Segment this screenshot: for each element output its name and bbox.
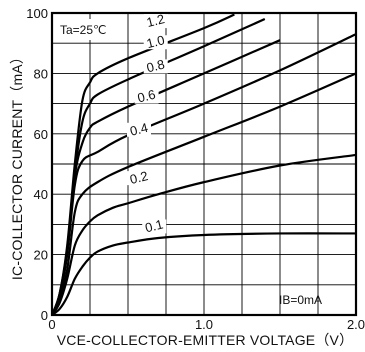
- y-tick-label: 80: [34, 66, 48, 81]
- y-tick-label: 40: [34, 187, 48, 202]
- x-tick-label: 1.0: [195, 317, 213, 332]
- y-tick-label: 0: [41, 308, 48, 323]
- curve-label-ib: 0.8: [145, 56, 166, 75]
- y-tick-labels: 0 20 40 60 80 100: [26, 6, 48, 323]
- curve-ib-1-2: [50, 13, 235, 316]
- curve-label-ib: 0.1: [143, 216, 164, 235]
- curve-label-ib: 0.6: [136, 87, 157, 106]
- y-tick-label: 100: [26, 6, 48, 21]
- y-axis-label: IC-COLLECTOR CURRENT（mA）: [9, 50, 25, 280]
- curve-ib-0-2: [51, 153, 357, 316]
- curve-label-ib: 1.2: [145, 11, 166, 30]
- curve-label-ib: 0.2: [128, 168, 149, 187]
- curve-label-bg: [142, 219, 167, 234]
- curve-label-bg: [143, 14, 168, 29]
- curve-label-ib: 0.4: [128, 120, 149, 139]
- x-axis-label: VCE-COLLECTOR-EMITTER VOLTAGE（V）: [57, 332, 354, 348]
- curve-label-bg: [127, 171, 151, 186]
- curve-label-bg: [143, 35, 168, 50]
- curve-labels: 0.1 0.2 0.4 0.6 0.8 1.0 1.2: [127, 11, 168, 235]
- ib-zero-annotation: IB=0mA: [279, 293, 322, 307]
- curves: [50, 13, 357, 316]
- grid: [52, 13, 356, 315]
- curve-label-ib: 1.0: [145, 32, 166, 51]
- y-tick-label: 60: [34, 127, 48, 142]
- curve-ib-0-1: [51, 232, 357, 316]
- x-tick-label: 2.0: [347, 317, 365, 332]
- curve-label-bg: [143, 59, 168, 74]
- curve-label-bg: [127, 122, 151, 137]
- x-tick-labels: 0 1.0 2.0: [48, 317, 365, 332]
- curve-ib-0-4: [51, 72, 357, 316]
- plot-frame: [50, 11, 358, 317]
- y-tick-label: 20: [34, 248, 48, 263]
- temperature-annotation: Ta=25℃: [60, 23, 107, 37]
- x-tick-label: 0: [48, 317, 55, 332]
- temperature-annotation-bg: [56, 19, 126, 40]
- curve-label-bg: [134, 89, 159, 104]
